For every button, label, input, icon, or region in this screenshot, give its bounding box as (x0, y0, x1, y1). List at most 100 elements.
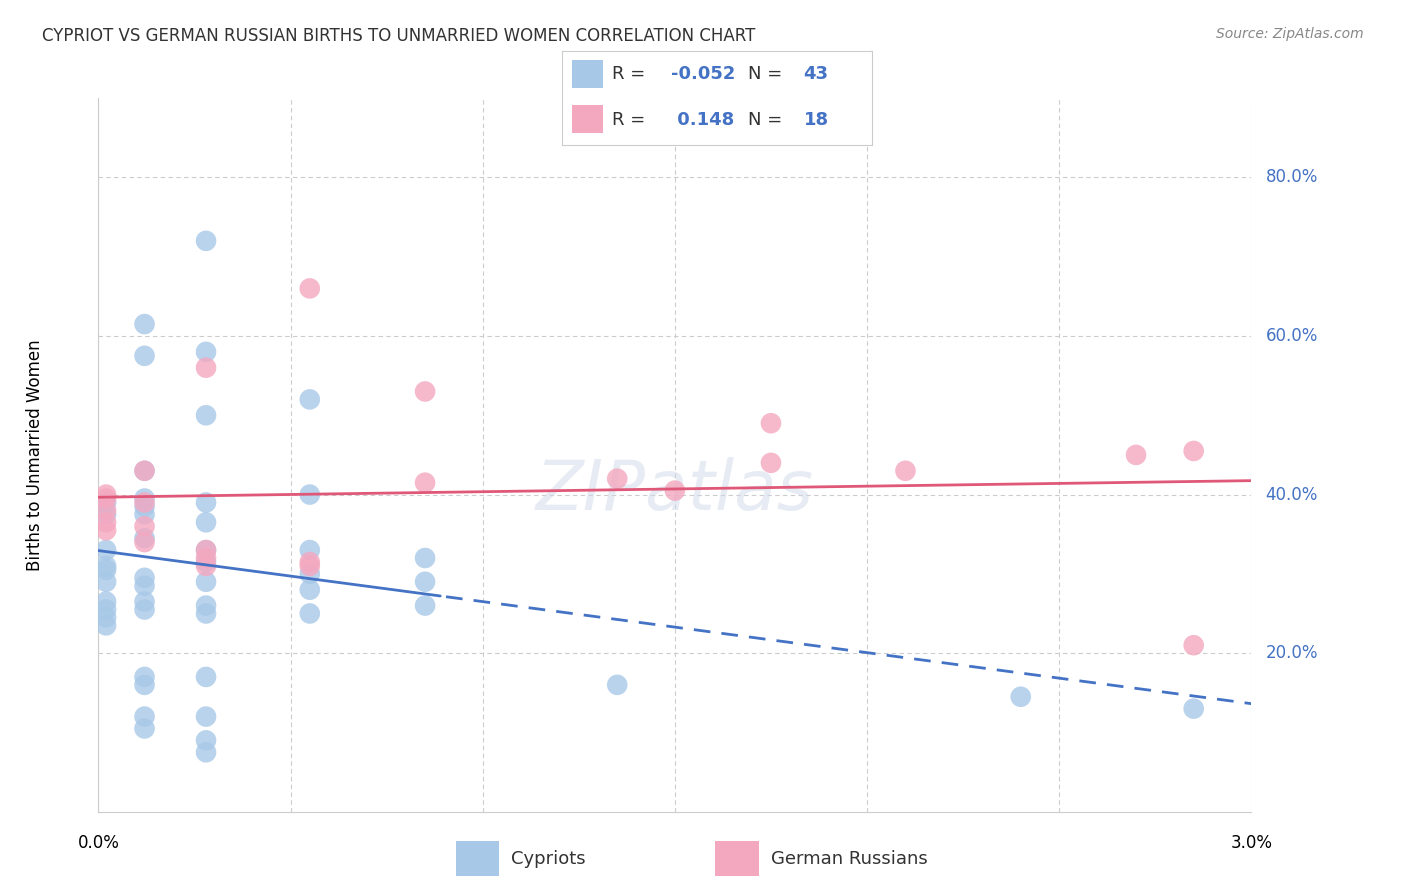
Point (94, 610, 117, 624)
Point (134, 491, 156, 506)
FancyBboxPatch shape (572, 61, 603, 88)
Point (759, 416, 782, 430)
Point (94, 594, 117, 608)
Point (134, 535, 156, 549)
Text: 18: 18 (804, 111, 828, 128)
Point (94, 487, 117, 501)
Point (1182, 638, 1205, 652)
Point (413, 384, 436, 399)
Point (134, 571, 156, 585)
Point (134, 464, 156, 478)
FancyBboxPatch shape (456, 841, 499, 876)
Point (94, 516, 117, 530)
FancyBboxPatch shape (572, 105, 603, 133)
Point (195, 709, 218, 723)
Point (134, 579, 156, 593)
Text: 0.148: 0.148 (671, 111, 734, 128)
Point (298, 543, 321, 558)
Point (195, 234, 218, 248)
Text: -0.052: -0.052 (671, 65, 735, 83)
Text: Source: ZipAtlas.com: Source: ZipAtlas.com (1216, 27, 1364, 41)
Point (134, 594, 156, 608)
Point (134, 508, 156, 522)
Point (1182, 444, 1205, 458)
Point (298, 558, 321, 573)
Point (413, 599, 436, 613)
Point (298, 392, 321, 407)
Text: R =: R = (612, 65, 651, 83)
Point (298, 487, 321, 501)
Point (134, 500, 156, 514)
Point (195, 360, 218, 375)
Point (195, 599, 218, 613)
Point (195, 745, 218, 759)
Point (94, 602, 117, 616)
Point (606, 472, 628, 486)
Point (298, 607, 321, 621)
FancyBboxPatch shape (716, 841, 759, 876)
Point (134, 602, 156, 616)
Text: 0.0%: 0.0% (77, 834, 120, 852)
Point (413, 551, 436, 566)
Text: R =: R = (612, 111, 651, 128)
Text: 40.0%: 40.0% (1265, 485, 1317, 504)
Text: 43: 43 (804, 65, 828, 83)
Point (134, 722, 156, 736)
Point (94, 508, 117, 522)
Point (413, 574, 436, 589)
Point (94, 523, 117, 537)
Point (94, 491, 117, 506)
Point (134, 670, 156, 684)
Text: N =: N = (748, 111, 787, 128)
Point (134, 317, 156, 331)
Point (195, 670, 218, 684)
Point (134, 678, 156, 692)
Point (195, 574, 218, 589)
Text: 20.0%: 20.0% (1265, 644, 1317, 662)
Point (195, 558, 218, 573)
Text: Cypriots: Cypriots (512, 849, 586, 868)
Point (298, 566, 321, 581)
Point (94, 558, 117, 573)
Point (1010, 690, 1032, 704)
Point (195, 516, 218, 530)
Point (195, 495, 218, 509)
Point (664, 483, 686, 498)
Point (195, 344, 218, 359)
Point (134, 495, 156, 509)
Text: 80.0%: 80.0% (1265, 169, 1317, 186)
Point (195, 543, 218, 558)
Point (413, 475, 436, 490)
Point (298, 555, 321, 569)
Point (134, 519, 156, 533)
Point (94, 574, 117, 589)
Point (134, 349, 156, 363)
Point (94, 563, 117, 577)
Point (195, 543, 218, 558)
Text: ZIPatlas: ZIPatlas (536, 457, 814, 524)
Text: 3.0%: 3.0% (1230, 834, 1272, 852)
Point (94, 503, 117, 517)
Point (606, 678, 628, 692)
Point (134, 709, 156, 723)
Point (134, 464, 156, 478)
Point (298, 281, 321, 295)
Point (195, 551, 218, 566)
Point (94, 618, 117, 632)
Point (894, 464, 917, 478)
Point (1125, 448, 1147, 462)
Text: CYPRIOT VS GERMAN RUSSIAN BIRTHS TO UNMARRIED WOMEN CORRELATION CHART: CYPRIOT VS GERMAN RUSSIAN BIRTHS TO UNMA… (42, 27, 755, 45)
Text: N =: N = (748, 65, 787, 83)
Point (94, 543, 117, 558)
Text: German Russians: German Russians (770, 849, 928, 868)
Point (195, 733, 218, 747)
Text: Births to Unmarried Women: Births to Unmarried Women (27, 339, 44, 571)
Point (94, 495, 117, 509)
Point (759, 456, 782, 470)
Point (195, 409, 218, 423)
Point (1182, 701, 1205, 715)
Point (298, 582, 321, 597)
Text: 60.0%: 60.0% (1265, 327, 1317, 345)
Point (195, 607, 218, 621)
Point (134, 531, 156, 545)
